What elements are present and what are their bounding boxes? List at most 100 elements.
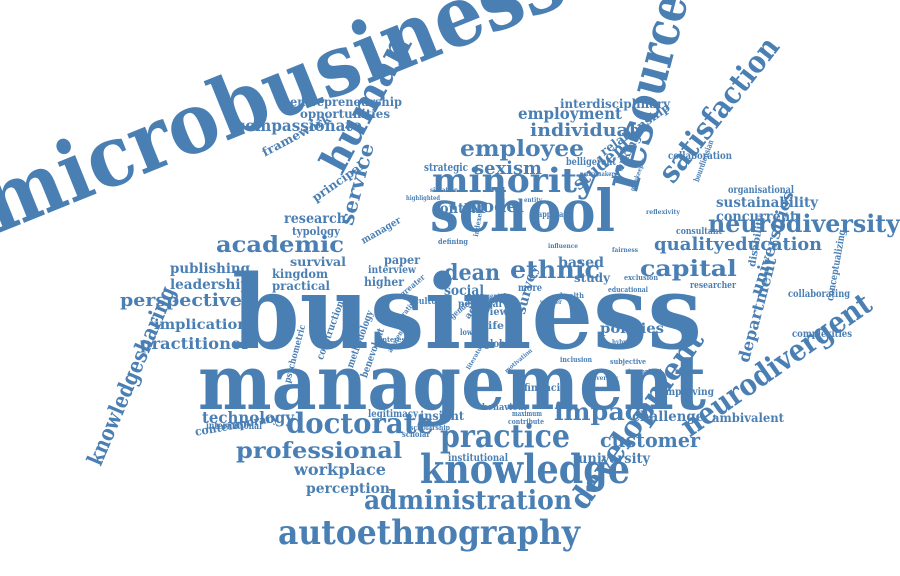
cloud-word: culture bbox=[414, 297, 446, 307]
cloud-word: context bbox=[432, 201, 486, 217]
cloud-word: subjective bbox=[610, 357, 646, 366]
cloud-word: individual bbox=[530, 120, 636, 141]
cloud-word: publishing bbox=[170, 261, 250, 277]
cloud-word: management bbox=[198, 338, 706, 427]
cloud-word: autoethnography bbox=[278, 513, 580, 553]
cloud-word: opportunities bbox=[300, 107, 390, 121]
cloud-word: sustainability bbox=[716, 195, 818, 211]
cloud-word: legitimacy bbox=[368, 409, 418, 420]
cloud-word: behaviour bbox=[482, 403, 528, 413]
cloud-word: leadership bbox=[170, 277, 250, 293]
cloud-word: reflexivity bbox=[646, 209, 680, 216]
cloud-word: educational bbox=[608, 285, 648, 294]
cloud-word: capital bbox=[640, 256, 737, 282]
cloud-word: organisational bbox=[728, 185, 794, 196]
cloud-word: global bbox=[484, 339, 514, 350]
cloud-word: inclusion bbox=[560, 355, 592, 364]
cloud-word: lower bbox=[460, 327, 480, 337]
cloud-word: international bbox=[206, 421, 262, 432]
cloud-word: more bbox=[518, 283, 542, 294]
cloud-word: view bbox=[484, 307, 508, 318]
cloud-word: hybrid bbox=[612, 339, 632, 346]
cloud-word: health bbox=[560, 291, 584, 300]
cloud-word: research bbox=[284, 211, 346, 227]
cloud-word: important bbox=[628, 367, 662, 376]
cloud-word: challenge bbox=[632, 409, 704, 425]
cloud-word: fairness bbox=[612, 247, 638, 254]
cloud-word: approach bbox=[538, 209, 572, 219]
cloud-word: employee bbox=[460, 136, 584, 162]
cloud-word: improving bbox=[662, 387, 714, 398]
cloud-word: employment bbox=[518, 104, 622, 123]
cloud-word: role bbox=[484, 295, 504, 306]
cloud-word: interest bbox=[380, 335, 408, 344]
cloud-word: ethnic bbox=[510, 255, 600, 284]
cloud-word: contribute bbox=[508, 417, 544, 426]
cloud-word: higher bbox=[364, 275, 404, 289]
cloud-word: based bbox=[558, 255, 604, 271]
cloud-word: collaborating bbox=[788, 289, 850, 300]
cloud-word: maximum bbox=[512, 409, 542, 418]
cloud-word: insight bbox=[420, 409, 464, 423]
cloud-word: education bbox=[724, 234, 822, 255]
cloud-word: mental bbox=[484, 293, 506, 300]
cloud-word: typology bbox=[292, 225, 340, 238]
cloud-word: belligerent bbox=[566, 157, 616, 168]
cloud-word: ambivalent bbox=[712, 411, 784, 425]
cloud-word: practice bbox=[440, 417, 570, 455]
cloud-word: workplace bbox=[294, 460, 386, 479]
cloud-word: practical bbox=[272, 279, 330, 293]
cloud-word: school bbox=[430, 177, 615, 245]
cloud-word: worker bbox=[540, 299, 562, 306]
cloud-word: consultant bbox=[676, 227, 722, 237]
cloud-word: complexities bbox=[792, 329, 852, 340]
cloud-word: life bbox=[484, 321, 504, 332]
cloud-word: practitioner bbox=[140, 334, 250, 353]
cloud-word: institutional bbox=[448, 453, 508, 464]
cloud-word: doctorate bbox=[286, 407, 434, 440]
cloud-word: business bbox=[232, 253, 702, 373]
cloud-word: interview bbox=[368, 265, 416, 276]
cloud-word: scholar bbox=[402, 429, 430, 439]
cloud-word: policies bbox=[600, 321, 664, 337]
cloud-word: paper bbox=[384, 253, 420, 267]
cloud-word: neurodiversity bbox=[708, 209, 900, 238]
cloud-word: situation bbox=[430, 187, 458, 194]
cloud-word: interdisciplinary bbox=[560, 97, 670, 111]
cloud-word: quality bbox=[654, 234, 724, 255]
cloud-word: knowledgesharing bbox=[82, 282, 182, 470]
cloud-word: dean bbox=[444, 260, 500, 286]
cloud-word: professional bbox=[236, 438, 402, 464]
cloud-word: compassionate bbox=[236, 116, 362, 135]
cloud-word: sexism bbox=[474, 158, 542, 179]
cloud-word: customer bbox=[600, 428, 700, 452]
cloud-word: financial bbox=[524, 383, 570, 394]
cloud-word: personal bbox=[458, 299, 502, 310]
cloud-word: academic bbox=[216, 232, 344, 258]
cloud-word: potential bbox=[470, 297, 498, 304]
cloud-word: model bbox=[464, 196, 524, 217]
cloud-word: concurrent bbox=[716, 209, 796, 225]
cloud-word: collaboration bbox=[668, 151, 732, 162]
cloud-word: entrepreneurship bbox=[290, 95, 402, 109]
cloud-word: defining bbox=[438, 237, 468, 246]
cloud-word: highlighted bbox=[406, 195, 440, 202]
cloud-word: administration bbox=[364, 486, 572, 516]
cloud-word: scholarship bbox=[410, 423, 450, 432]
cloud-word: minority bbox=[432, 161, 597, 201]
cloud-word: perspective bbox=[120, 290, 242, 311]
cloud-word: influence bbox=[548, 243, 578, 250]
cloud-word: entity bbox=[524, 197, 542, 204]
cloud-word: exclusion bbox=[624, 273, 658, 282]
cloud-word: perception bbox=[306, 481, 390, 497]
cloud-word: strategic bbox=[424, 161, 468, 174]
cloud-word: policymaker bbox=[580, 171, 614, 178]
cloud-word: knowledge bbox=[420, 446, 630, 493]
cloud-word: technology bbox=[202, 408, 294, 427]
cloud-word: social bbox=[444, 283, 484, 299]
cloud-word: researcher bbox=[690, 281, 736, 291]
cloud-word: kingdom bbox=[272, 267, 328, 281]
cloud-word: manager bbox=[359, 215, 404, 247]
cloud-word: implication bbox=[154, 317, 248, 333]
